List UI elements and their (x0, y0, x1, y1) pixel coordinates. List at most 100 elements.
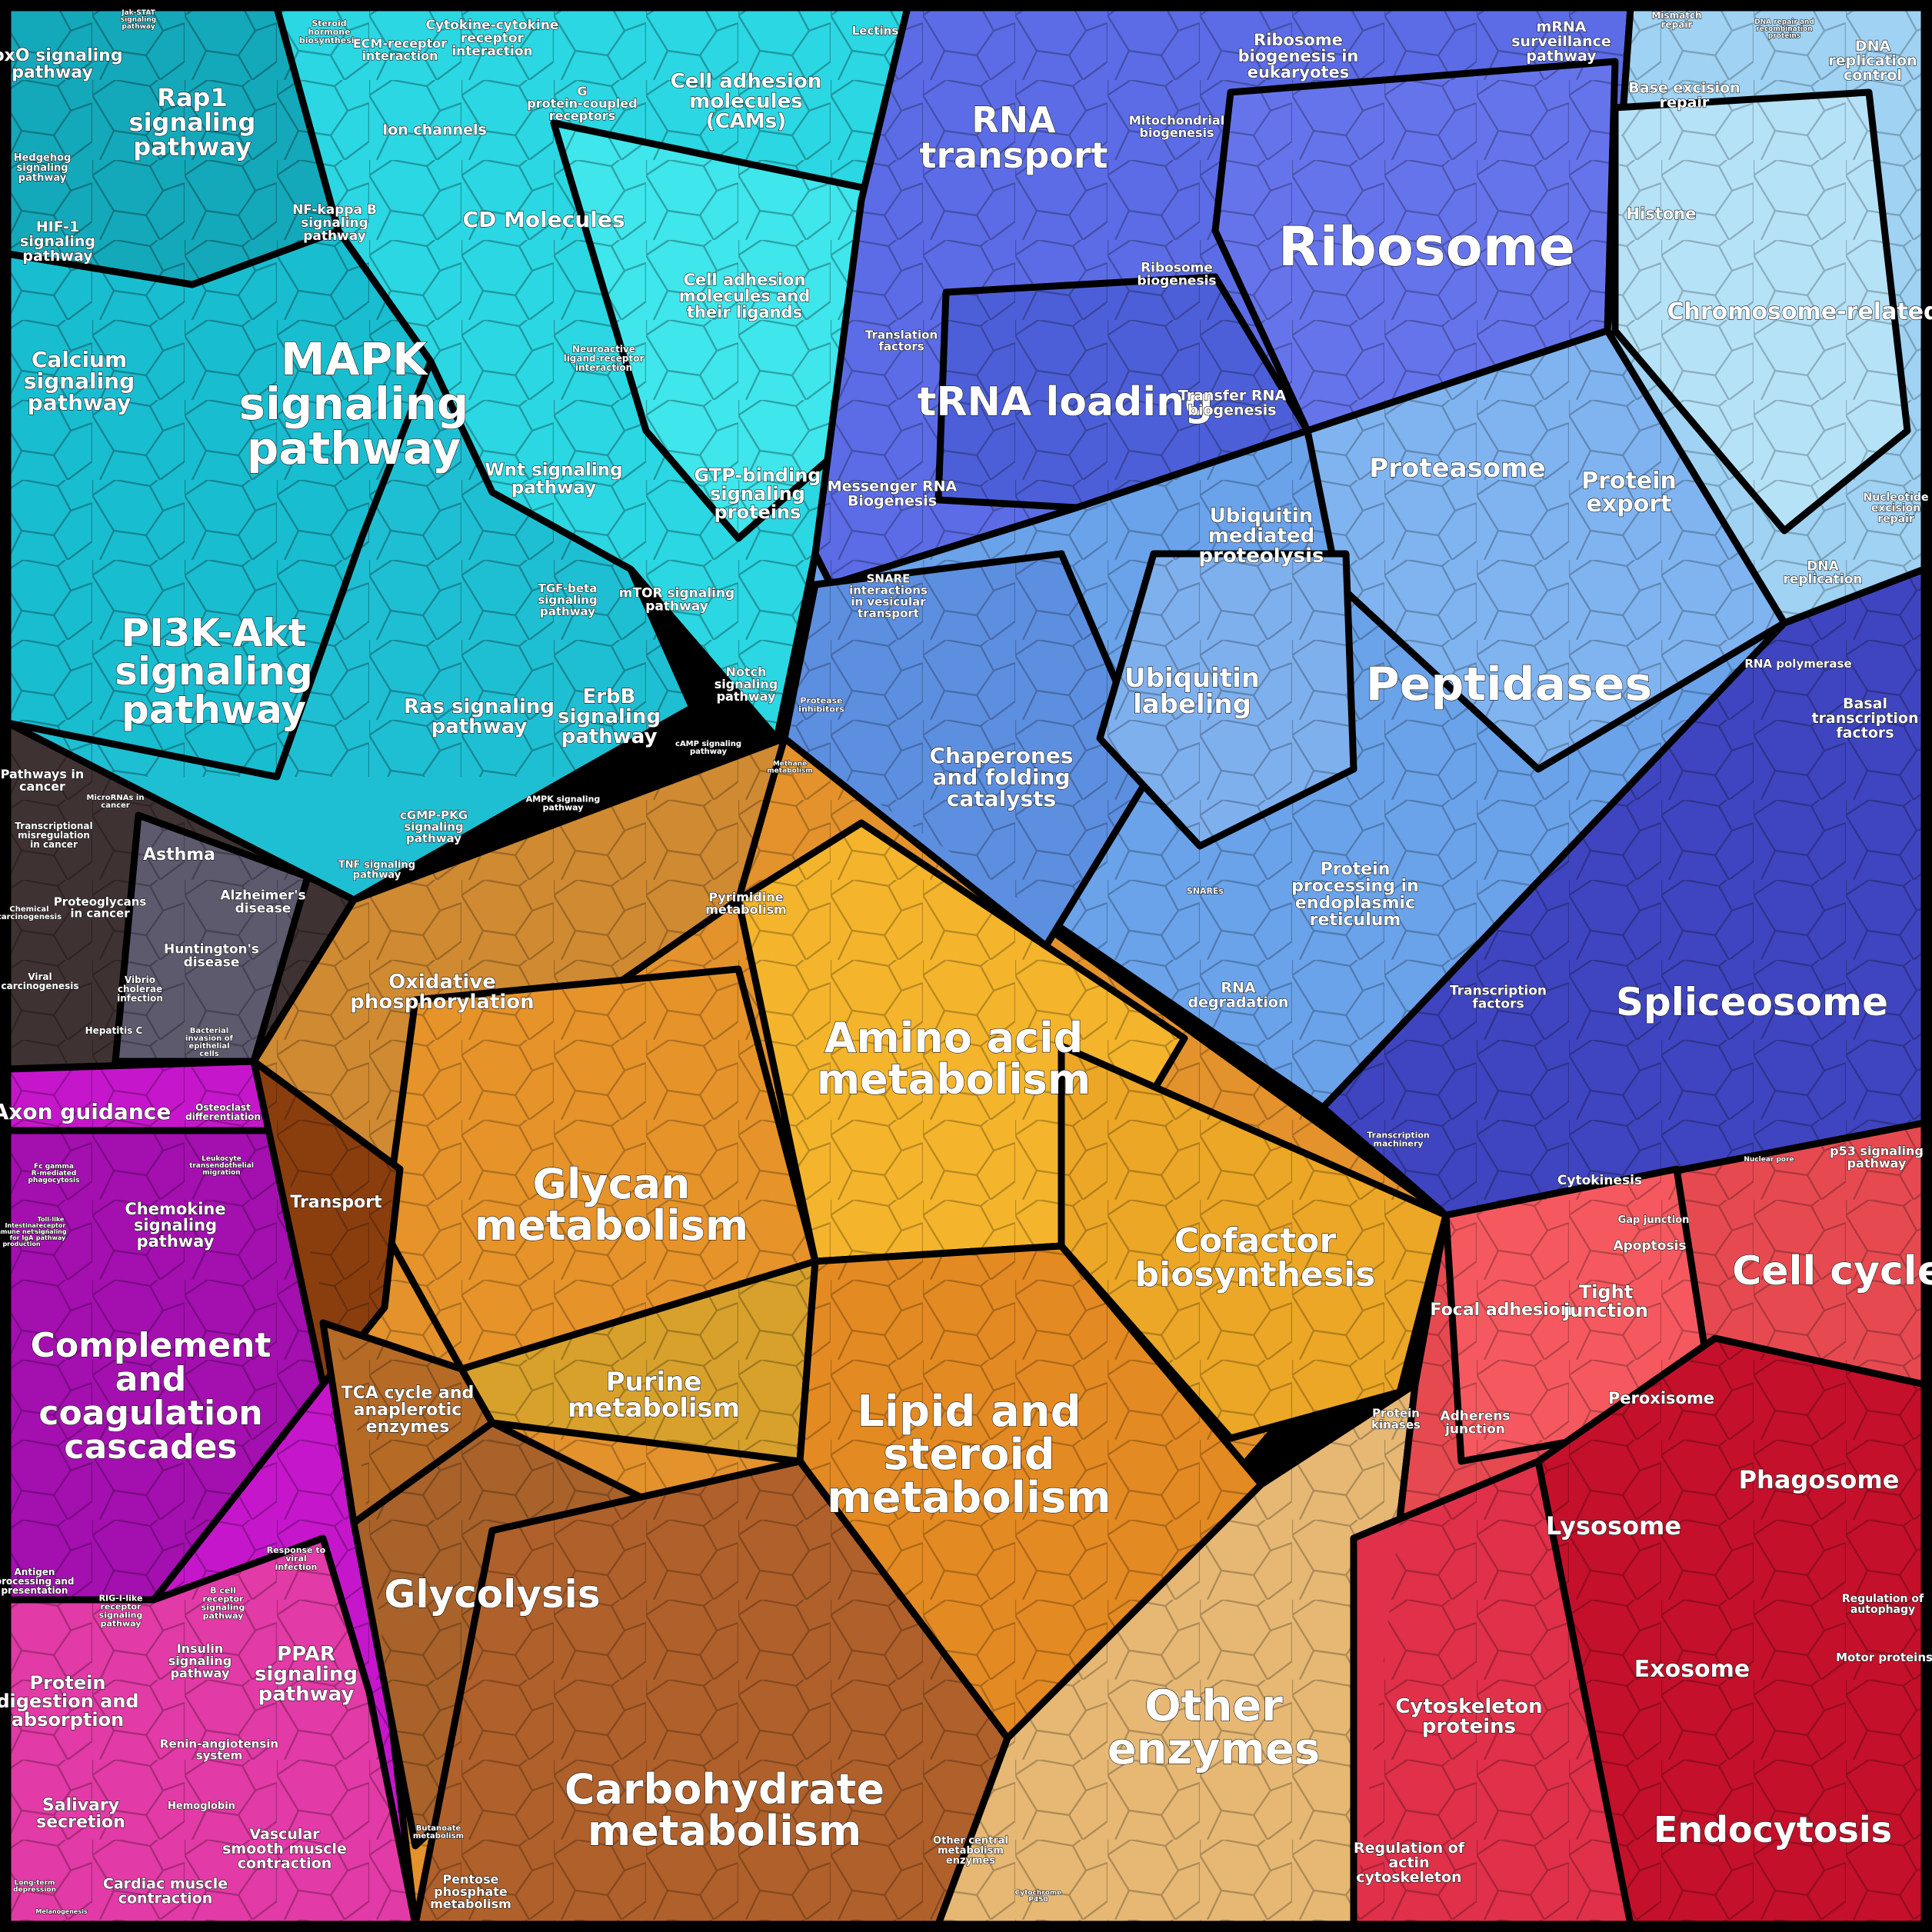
label-ribosome-biogen-euk: Ribosome biogenesis in eukaryotes (1238, 31, 1359, 82)
label-cams: Cell adhesion molecules (CAMs) (671, 70, 822, 133)
region-cellular-processes (1350, 1119, 1928, 1928)
label-reg-autophagy: Regulation of autophagy (1842, 1593, 1924, 1616)
label-cell-cycle: Cell cycle (1732, 1248, 1932, 1294)
label-chemokine: Chemokine signaling pathway (125, 1200, 225, 1251)
label-rna-degradation: RNA degradation (1188, 980, 1289, 1011)
label-mrna-surv: mRNA surveillance pathway (1511, 18, 1611, 65)
label-snare-vesicular: SNARE interactions in vesicular transport (849, 572, 928, 621)
label-response-viral: Response to viral infection (267, 1545, 326, 1572)
label-cytochrome: Cytochrome P450 (1015, 1890, 1062, 1904)
label-vibrio: Vibrio cholerae infection (117, 974, 163, 1004)
label-asthma: Asthma (143, 845, 215, 864)
label-protease-inhib: Protease inhibitors (798, 696, 844, 715)
label-hepatitis-c: Hepatitis C (85, 1025, 143, 1036)
label-messenger-rna: Messenger RNA Biogenesis (828, 478, 958, 510)
label-cofactor: Cofactor biosynthesis (1135, 1221, 1376, 1294)
label-reg-actin: Regulation of actin cytoskeleton (1354, 1840, 1465, 1886)
label-chromosome: Chromosome-related (1667, 298, 1932, 325)
label-cytokinesis: Cytokinesis (1557, 1173, 1642, 1188)
label-spliceosome: Spliceosome (1616, 980, 1888, 1024)
label-mtor: mTOR signaling pathway (619, 586, 734, 615)
label-basal-tf: Basal transcription factors (1811, 695, 1918, 741)
label-melanogenesis: Melanogenesis (35, 1908, 87, 1915)
label-neuroactive: Neuroactive ligand-receptor interaction (564, 344, 645, 373)
label-apoptosis: Apoptosis (1613, 1238, 1686, 1254)
label-steroid-hormone: Steroid hormone biosynthesis (299, 18, 360, 45)
label-dna-replication: DNA replication (1783, 559, 1862, 588)
label-histone: Histone (1627, 205, 1697, 223)
label-nucleotide-excision: Nucleotide excision repair (1864, 491, 1929, 525)
label-chaperones: Chaperones and folding catalysts (929, 743, 1073, 811)
label-trna: tRNA loading (918, 379, 1214, 425)
label-cytoskeleton: Cytoskeleton proteins (1395, 1695, 1542, 1738)
label-exosome: Exosome (1634, 1656, 1750, 1683)
label-cell-adh-ligands: Cell adhesion molecules and their ligands (679, 271, 811, 321)
label-protein-digestion: Protein digestion and absorption (0, 1672, 139, 1730)
label-complement: Complement and coagulation cascades (31, 1326, 271, 1467)
label-jakstat: Jak-STAT signaling pathway (121, 9, 156, 31)
label-bacterial-invasion: Bacterial invasion of epithelial cells (185, 1027, 234, 1058)
label-mismatch: Mismatch repair (1651, 10, 1701, 30)
label-ras: Ras signaling pathway (404, 695, 555, 738)
label-peroxisome: Peroxisome (1608, 1389, 1714, 1407)
label-salivary: Salivary secretion (36, 1796, 125, 1832)
label-lectins: Lectins (852, 24, 899, 38)
label-notch: Notch signaling pathway (715, 665, 778, 704)
label-mapk: MAPK signaling pathway (239, 333, 469, 475)
label-snares: SNAREs (1187, 886, 1224, 896)
label-renin: Renin-angiotensin system (160, 1737, 278, 1763)
label-rna-polymerase: RNA polymerase (1744, 657, 1851, 671)
label-pathways-cancer: Pathways in cancer (1, 767, 85, 794)
label-hemoglobin: Hemoglobin (168, 1800, 235, 1812)
label-huntingtons: Huntington's disease (164, 942, 259, 971)
region-replication-repair (1604, 4, 1928, 627)
label-cardiac: Cardiac muscle contraction (103, 1876, 228, 1907)
label-transport: Transport (290, 1193, 382, 1212)
label-rna-transport: RNA transport (919, 99, 1108, 176)
label-mito-biogen: Mitochondrial biogenesis (1129, 113, 1224, 140)
label-cd: CD Molecules (462, 207, 625, 232)
label-glycan: Glycan metabolism (475, 1160, 748, 1250)
label-alzheimers: Alzheimer's disease (220, 888, 305, 917)
label-ion: Ion channels (382, 122, 487, 138)
label-gap: Gap junction (1618, 1214, 1690, 1226)
label-hif1: HIF-1 signaling pathway (20, 218, 95, 265)
label-adherens: Adherens junction (1440, 1409, 1510, 1437)
label-ribosome: Ribosome (1278, 215, 1575, 278)
label-wnt: Wnt signaling pathway (485, 461, 622, 498)
label-methane: Methane metabolism (767, 761, 812, 775)
label-toll-like: Toll-like receptor signaling pathway (35, 1216, 67, 1241)
label-ubiq-proteolysis: Ubiquitin mediated proteolysis (1199, 505, 1324, 568)
label-lysosome: Lysosome (1546, 1511, 1681, 1541)
label-glycolysis: Glycolysis (384, 1572, 600, 1617)
label-transcriptional-misreg: Transcriptional misregulation in cancer (15, 821, 92, 850)
label-transcription-factors: Transcription factors (1450, 984, 1547, 1012)
label-camp: cAMP signaling pathway (675, 740, 741, 756)
label-base-excision: Base excision repair (1628, 80, 1740, 112)
label-long-term-dep: Long-term depression (13, 1880, 56, 1894)
label-b-cell: B cell receptor signaling pathway (202, 1586, 245, 1621)
label-gtp: GTP-binding signaling proteins (695, 465, 821, 523)
label-tnf: TNF signaling pathway (338, 860, 415, 881)
label-viral-carcinogenesis: Viral carcinogenesis (2, 971, 79, 991)
label-pi3k: PI3K-Akt signaling pathway (115, 611, 313, 732)
region-metabolism (250, 734, 1450, 1928)
label-nuclear-pore: Nuclear pore (1744, 1156, 1794, 1164)
label-osteoclast: Osteoclast differentiation (185, 1102, 261, 1122)
label-pyrimidine: Pyrimidine metabolism (705, 890, 787, 917)
label-micrornas: MicroRNAs in cancer (87, 794, 145, 810)
label-fc-gamma: Fc gamma R-mediated phagocytosis (28, 1163, 79, 1184)
label-amino-acid: Amino acid metabolism (817, 1014, 1091, 1104)
region-genetic-information (811, 4, 1928, 1219)
label-ecm: ECM-receptor interaction (353, 36, 447, 63)
label-chemical-carcinogenesis: Chemical carcinogenesis (0, 905, 62, 921)
label-p53: p53 signaling pathway (1830, 1144, 1924, 1171)
label-proteasome: Proteasome (1369, 453, 1545, 484)
label-insulin: Insulin signaling pathway (168, 1641, 232, 1681)
